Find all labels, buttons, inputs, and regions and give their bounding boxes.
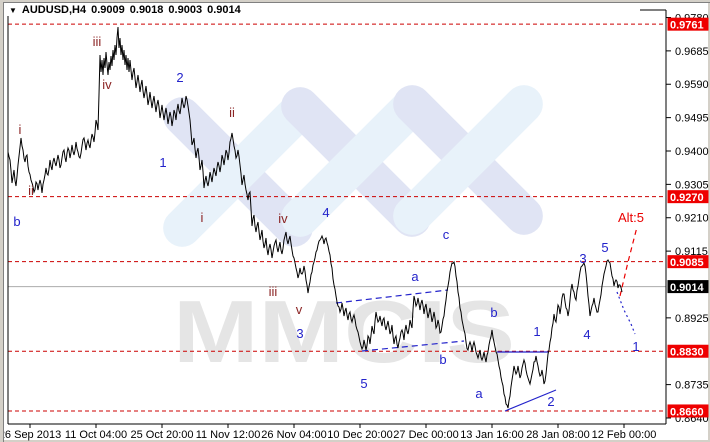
price-level-label: 0.9085 <box>670 257 704 269</box>
wave-label: iii <box>93 34 102 49</box>
price-scale[interactable] <box>667 10 709 424</box>
date-tick-label: 28 Jan 08:00 <box>526 429 590 441</box>
projection-line[interactable] <box>619 226 638 297</box>
chart-background <box>3 2 708 440</box>
wave-label: i <box>19 122 22 137</box>
watermark-x-bar <box>393 85 543 235</box>
wave-label: 2 <box>547 394 554 409</box>
wave-label: iv <box>102 77 112 92</box>
wave-label: v <box>296 302 303 317</box>
watermark-text: MMCIS <box>173 282 515 381</box>
price-tick-label: 0.9210 <box>675 213 709 225</box>
wave-label: 4 <box>583 327 590 342</box>
watermark-x-bar <box>281 87 431 237</box>
wave-label: b <box>490 305 497 320</box>
date-tick-label: 27 Dec 00:00 <box>393 429 458 441</box>
wave-label: 1 <box>632 339 639 354</box>
wave-label: 5 <box>601 240 608 255</box>
wave-label: b <box>13 214 20 229</box>
wave-label: ii <box>28 183 34 198</box>
price-level-label-box <box>667 404 709 418</box>
wave-label: c <box>443 227 450 242</box>
wave-label: a <box>411 269 419 284</box>
close-value: 0.9014 <box>207 4 241 16</box>
high-value: 0.9018 <box>129 4 164 16</box>
low-value: 0.9003 <box>168 4 203 16</box>
wave-label: ii <box>229 105 235 120</box>
wave-label: iii <box>269 284 278 299</box>
date-tick-label: 26 Nov 04:00 <box>261 429 326 441</box>
price-tick-label: 0.9495 <box>675 113 709 125</box>
watermark-x-icon <box>163 97 313 247</box>
trendline[interactable] <box>361 340 465 352</box>
time-scale[interactable] <box>8 425 666 441</box>
price-tick-label: 0.9305 <box>675 179 709 191</box>
watermark-x-bar <box>163 97 313 247</box>
current-price-label-box <box>667 280 709 294</box>
price-tick-label: 0.9685 <box>675 46 709 58</box>
wave-label: 3 <box>579 251 586 266</box>
price-tick-label: 0.8735 <box>675 380 709 392</box>
projection-line[interactable] <box>616 291 636 335</box>
price-level-label-box <box>667 255 709 269</box>
date-tick-label: 10 Dec 20:00 <box>327 429 392 441</box>
price-level-label: 0.8660 <box>670 406 704 418</box>
price-tick-label: 0.8925 <box>675 313 709 325</box>
wave-label: Alt:5 <box>618 210 644 225</box>
price-level-label: 0.9761 <box>670 20 704 32</box>
open-value: 0.9009 <box>91 4 125 16</box>
price-tick-label: 0.9400 <box>675 146 709 158</box>
trendline[interactable] <box>504 389 557 412</box>
current-price-label: 0.9014 <box>670 282 705 294</box>
wave-label: iv <box>278 211 288 226</box>
wave-label: 2 <box>176 70 183 85</box>
wave-label: b <box>439 352 446 367</box>
price-level-label: 0.9270 <box>670 192 704 204</box>
watermark-x-icon <box>281 87 431 237</box>
date-tick-label: 26 Sep 2013 <box>0 429 61 441</box>
price-series <box>7 26 623 409</box>
date-tick-label: 11 Nov 12:00 <box>196 429 261 441</box>
symbol-period-label: AUDUSD,H4 <box>21 4 87 16</box>
wave-label: 4 <box>322 205 329 220</box>
price-level-label-box <box>667 344 709 358</box>
wave-label: 3 <box>296 326 303 341</box>
price-tick-label: 0.9115 <box>675 246 708 258</box>
price-level-label: 0.8830 <box>670 347 704 359</box>
plot-area[interactable] <box>8 10 666 424</box>
date-tick-label: 25 Oct 20:00 <box>131 429 194 441</box>
date-tick-label: 11 Oct 04:00 <box>65 429 127 441</box>
price-level-label-box <box>667 17 709 31</box>
wave-label: 5 <box>360 376 367 391</box>
chart-title: ▼ AUDUSD,H4 0.9009 0.9018 0.9003 0.9014 <box>7 4 246 16</box>
wave-label: i <box>201 210 204 225</box>
watermark-x-icon <box>393 85 543 235</box>
wave-label: a <box>475 386 483 401</box>
price-tick-label: 0.9590 <box>675 79 709 91</box>
chart-menu-arrow-icon[interactable]: ▼ <box>9 5 17 15</box>
wave-label: 1 <box>533 324 540 339</box>
date-tick-label: 12 Feb 00:00 <box>592 429 657 441</box>
wave-label: 1 <box>159 155 166 170</box>
date-tick-label: 13 Jan 16:00 <box>460 429 524 441</box>
price-level-label-box <box>667 190 709 204</box>
trendline[interactable] <box>335 289 449 304</box>
